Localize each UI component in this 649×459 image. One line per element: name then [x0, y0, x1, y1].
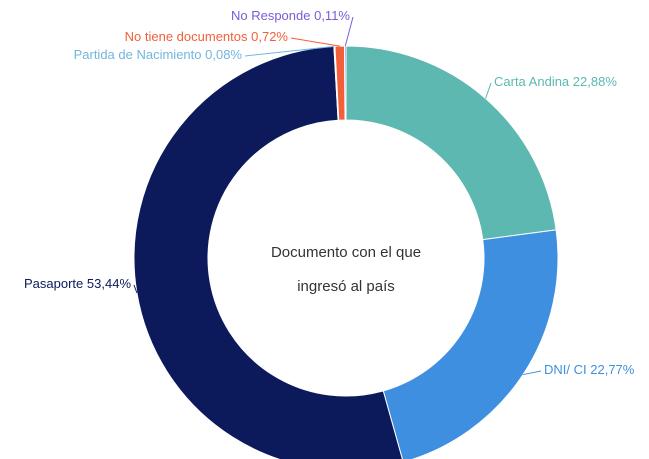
slice-label: Carta Andina 22,88% — [494, 74, 617, 89]
category-name: No Responde — [231, 8, 311, 23]
category-name: DNI/ CI — [544, 362, 587, 377]
donut-slice — [344, 45, 347, 121]
slice-label: No tiene documentos 0,72% — [125, 29, 289, 44]
leader-line — [522, 370, 542, 376]
value-label: 22,88% — [573, 74, 618, 89]
leader-line — [133, 284, 138, 294]
value-label: 0,72% — [251, 29, 288, 44]
value-label: 22,77% — [590, 362, 635, 377]
slice-label: No Responde 0,11% — [231, 8, 350, 23]
category-name: Pasaporte — [24, 276, 83, 291]
leader-line — [244, 45, 335, 57]
value-label: 0,08% — [205, 47, 242, 62]
category-name: Carta Andina — [494, 74, 570, 89]
chart-title: Documento con el que ingresó al país — [270, 244, 422, 295]
donut-slice — [382, 229, 559, 459]
leader-line — [344, 16, 354, 47]
value-label: 0,11% — [314, 8, 350, 23]
slice-label: Partida de Nacimiento 0,08% — [74, 47, 243, 62]
slice-label: Pasaporte 53,44% — [24, 276, 131, 291]
category-name: Partida de Nacimiento — [74, 47, 202, 62]
leader-line — [485, 82, 492, 99]
donut-slice — [345, 45, 557, 241]
donut-slice — [133, 45, 403, 459]
category-name: No tiene documentos — [125, 29, 248, 44]
leader-line — [290, 37, 340, 47]
slice-label: DNI/ CI 22,77% — [544, 362, 635, 377]
value-label: 53,44% — [87, 276, 132, 291]
